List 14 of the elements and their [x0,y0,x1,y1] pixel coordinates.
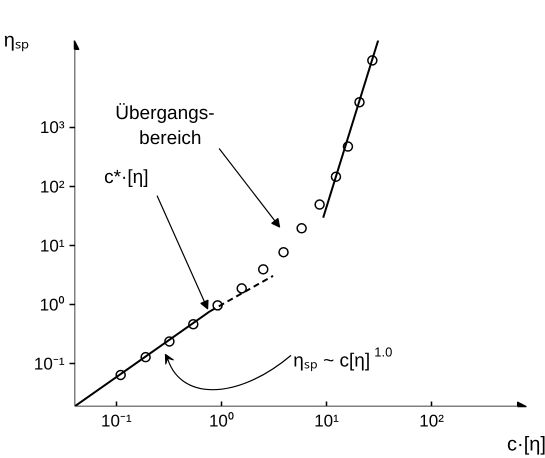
y-tick-label: 10⁻¹ [34,354,65,374]
x-tick-label: 10¹ [314,412,340,430]
x-tick-label: 10⁻¹ [101,412,132,430]
y-tick-label: 10³ [40,118,65,138]
x-axis-title: c·[η] [507,434,545,456]
y-tick-label: 10² [40,177,65,196]
y-axis-title: ηₛₚ [4,30,29,52]
annotation: c*·[η] [104,166,148,188]
y-tick-label: 10¹ [40,236,65,256]
annotation: Übergangs- bereich [115,103,215,150]
y-tick-label: 10⁰ [40,295,65,314]
x-tick-label: 10⁰ [208,412,234,430]
annotation: ηₛₚ ~ c[η] 1.0 [293,344,392,372]
x-tick-label: 10² [419,412,444,430]
